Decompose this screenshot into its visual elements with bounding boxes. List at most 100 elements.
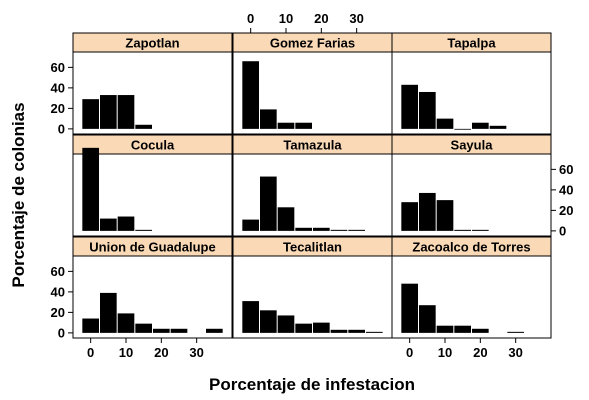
- bar-tamazula-25: [330, 229, 348, 231]
- panel-frame-union-de-guadalupe: [72, 236, 233, 339]
- y-axis-title: Porcentaje de colonias: [9, 102, 28, 287]
- y-tick-label: 20: [51, 305, 65, 320]
- panel-zapotlan: Zapotlan: [72, 32, 233, 135]
- bar-gomez-farias-5: [260, 109, 277, 129]
- x-tick-label: 20: [473, 345, 487, 360]
- bar-union-de-guadalupe-0: [82, 318, 99, 333]
- bar-union-de-guadalupe-35: [206, 328, 223, 333]
- bar-tamazula-0: [242, 219, 259, 231]
- bar-tamazula-20: [313, 227, 330, 231]
- bar-cocula-15: [135, 229, 152, 231]
- panel-tamazula: Tamazula: [232, 134, 393, 237]
- bar-tapalpa-20: [472, 122, 489, 129]
- panel-frame-sayula: [391, 134, 552, 237]
- strip-label-sayula: Sayula: [451, 138, 494, 153]
- bar-tapalpa-15: [454, 128, 471, 130]
- bar-union-de-guadalupe-5: [100, 292, 117, 333]
- bar-cocula-5: [100, 218, 117, 231]
- bar-zacoalco-de-torres-20: [472, 328, 489, 333]
- bar-union-de-guadalupe-10: [117, 313, 135, 333]
- strip-label-union-de-guadalupe: Union de Guadalupe: [89, 240, 215, 255]
- panel-tapalpa: Tapalpa: [391, 32, 552, 135]
- x-tick-label: 30: [349, 11, 363, 26]
- bar-union-de-guadalupe-25: [170, 328, 188, 333]
- bar-union-de-guadalupe-15: [135, 323, 152, 333]
- x-tick-label: 0: [406, 345, 413, 360]
- panel-frame-tapalpa: [391, 32, 552, 135]
- bar-zapotlan-15: [135, 124, 152, 129]
- x-tick-label: 10: [119, 345, 133, 360]
- bar-tapalpa-25: [489, 125, 507, 129]
- bar-gomez-farias-0: [242, 61, 259, 129]
- panel-cocula: Cocula: [72, 134, 233, 237]
- y-tick-label: 40: [51, 80, 65, 95]
- bar-tapalpa-10: [436, 118, 454, 129]
- y-tick-label: 60: [51, 60, 65, 75]
- bar-tecalitlan-20: [313, 322, 330, 333]
- bar-tecalitlan-5: [260, 310, 277, 333]
- bar-tecalitlan-15: [295, 323, 312, 333]
- panel-frame-zacoalco-de-torres: [391, 236, 552, 339]
- panels-layer: Zapotlan Gomez Farias Tapalpa Cocula Tamazul…: [72, 32, 552, 339]
- strip-label-zapotlan: Zapotlan: [125, 36, 179, 51]
- y-tick-label: 60: [559, 162, 573, 177]
- bar-tamazula-5: [260, 176, 277, 231]
- panel-union-de-guadalupe: Union de Guadalupe: [72, 236, 233, 339]
- bar-cocula-0: [82, 147, 99, 231]
- y-tick-label: 0: [559, 223, 566, 238]
- bar-tamazula-10: [277, 207, 295, 231]
- bar-tecalitlan-10: [277, 315, 295, 333]
- bar-zacoalco-de-torres-15: [454, 325, 471, 333]
- x-tick-label: 20: [154, 345, 168, 360]
- bar-tecalitlan-30: [348, 329, 365, 333]
- x-tick-label: 20: [314, 11, 328, 26]
- strip-label-zacoalco-de-torres: Zacoalco de Torres: [412, 240, 530, 255]
- x-tick-label: 0: [87, 345, 94, 360]
- strip-label-cocula: Cocula: [131, 138, 175, 153]
- panel-zacoalco-de-torres: Zacoalco de Torres: [391, 236, 552, 339]
- bar-union-de-guadalupe-20: [153, 328, 170, 333]
- bar-zapotlan-0: [82, 99, 99, 129]
- y-tick-label: 20: [559, 203, 573, 218]
- bar-cocula-10: [117, 216, 135, 231]
- y-tick-label: 0: [58, 325, 65, 340]
- panel-frame-zapotlan: [72, 32, 233, 135]
- bar-tamazula-15: [295, 227, 312, 231]
- bar-tapalpa-0: [401, 84, 418, 129]
- y-tick-label: 20: [51, 101, 65, 116]
- bar-tecalitlan-0: [242, 301, 259, 333]
- strip-label-tecalitlan: Tecalitlan: [283, 240, 342, 255]
- bar-tapalpa-5: [419, 91, 436, 129]
- y-tick-label: 40: [559, 182, 573, 197]
- strip-label-tamazula: Tamazula: [283, 138, 342, 153]
- strip-label-gomez-farias: Gomez Farias: [270, 36, 355, 51]
- bar-sayula-20: [472, 229, 489, 231]
- x-tick-label: 30: [508, 345, 522, 360]
- x-tick-label: 10: [279, 11, 293, 26]
- bar-tamazula-30: [348, 229, 365, 231]
- bar-zacoalco-de-torres-0: [401, 283, 418, 333]
- panel-frame-cocula: [72, 134, 233, 237]
- y-tick-label: 40: [51, 284, 65, 299]
- x-tick-label: 10: [438, 345, 452, 360]
- panel-gomez-farias: Gomez Farias: [232, 32, 393, 135]
- bar-sayula-0: [401, 202, 418, 231]
- bar-gomez-farias-10: [277, 122, 295, 129]
- axes-layer: 0 10 20 30 0 10 20 30 0 10 20 30 0 20 40 60 0 20 40 60 0 20 40…: [51, 11, 574, 360]
- x-tick-label: 30: [189, 345, 203, 360]
- bar-zapotlan-5: [100, 95, 117, 129]
- bar-zacoalco-de-torres-5: [419, 305, 436, 333]
- bar-zapotlan-10: [117, 95, 135, 129]
- bar-tecalitlan-35: [366, 331, 383, 333]
- x-tick-label: 0: [247, 11, 254, 26]
- bar-sayula-10: [436, 200, 454, 231]
- strip-label-tapalpa: Tapalpa: [447, 36, 496, 51]
- y-tick-label: 0: [58, 121, 65, 136]
- bar-sayula-5: [419, 192, 436, 231]
- bar-sayula-15: [454, 229, 471, 231]
- bar-gomez-farias-15: [295, 122, 312, 129]
- panel-tecalitlan: Tecalitlan: [232, 236, 393, 339]
- panel-sayula: Sayula: [391, 134, 552, 237]
- bar-zacoalco-de-torres-10: [436, 325, 454, 333]
